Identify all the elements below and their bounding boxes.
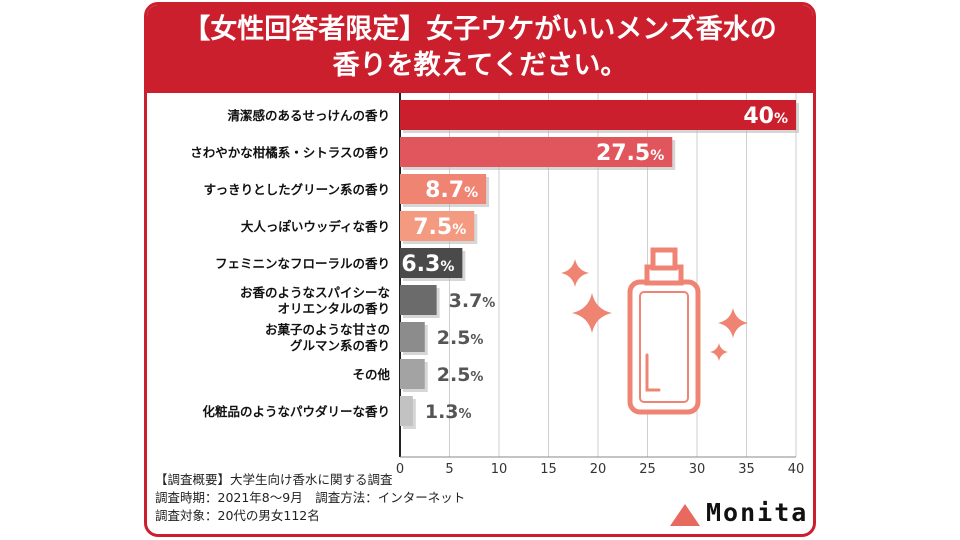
bar bbox=[400, 211, 475, 241]
category-label: フェミニンなフローラルの香り bbox=[215, 256, 390, 271]
category-label: その他 bbox=[352, 367, 390, 382]
sparkle-icon bbox=[572, 293, 612, 333]
x-tick-label: 35 bbox=[738, 462, 755, 475]
bars: 40% 27.5% 8.7% 7.5% 6.3% 3.7% 2.5% 2.5% 1.3% bbox=[400, 100, 799, 429]
category-label: お菓子のような甘さのグルマン系の香り bbox=[265, 322, 390, 353]
bar bbox=[400, 359, 425, 389]
bar-value-label: 2.5% bbox=[437, 364, 484, 386]
x-tick-label: 10 bbox=[491, 462, 508, 475]
sparkle-icon bbox=[561, 259, 589, 287]
category-label: 大人っぽいウッディな香り bbox=[241, 219, 390, 234]
survey-summary-line: 【調査概要】大学生向け香水に関する調査 bbox=[155, 472, 393, 487]
bar bbox=[400, 100, 796, 130]
x-axis-ticks: 0 5 10 15 20 25 30 35 40 bbox=[396, 462, 804, 475]
x-tick-label: 25 bbox=[639, 462, 656, 475]
brand-name: Monita bbox=[706, 498, 809, 527]
category-labels: 清潔感のあるせっけんの香りさわやかな柑橘系・シトラスの香りすっきりとしたグリーン… bbox=[190, 108, 390, 419]
category-label: お香のようなスパイシーなオリエンタルの香り bbox=[240, 285, 390, 316]
title-line-2: 香りを教えてください。 bbox=[332, 50, 628, 81]
survey-target-line: 調査対象：20代の男女112名 bbox=[155, 508, 320, 523]
x-tick-label: 30 bbox=[689, 462, 706, 475]
bar-value-label: 40% bbox=[743, 104, 788, 129]
x-tick-label: 5 bbox=[445, 462, 453, 475]
bar-value-label: 7.5% bbox=[413, 215, 466, 240]
bar-value-label: 3.7% bbox=[449, 290, 496, 312]
bar-value-label: 6.3% bbox=[401, 252, 454, 277]
bar-value-label: 1.3% bbox=[425, 401, 472, 423]
bar-value-label: 2.5% bbox=[437, 327, 484, 349]
sparkle-icon bbox=[718, 308, 748, 338]
bar bbox=[400, 174, 487, 204]
title-line-1: 【女性回答者限定】女子ウケがいいメンズ香水の bbox=[183, 14, 777, 45]
bar-value-label: 27.5% bbox=[596, 141, 664, 166]
bar bbox=[400, 248, 463, 278]
category-label: すっきりとしたグリーン系の香り bbox=[204, 182, 390, 197]
x-tick-label: 0 bbox=[396, 462, 404, 475]
bar-value-label: 8.7% bbox=[425, 178, 478, 203]
title-banner: 【女性回答者限定】女子ウケがいいメンズ香水の 香りを教えてください。 bbox=[147, 5, 813, 93]
x-tick-label: 15 bbox=[540, 462, 557, 475]
bar bbox=[400, 285, 437, 315]
x-tick-label: 40 bbox=[788, 462, 805, 475]
monita-logo-icon bbox=[670, 504, 700, 526]
survey-summary: 【調査概要】大学生向け香水に関する調査 調査時期：2021年8～9月 調査方法：… bbox=[155, 471, 465, 525]
x-tick-label: 20 bbox=[590, 462, 607, 475]
survey-period-line: 調査時期：2021年8～9月 調査方法：インターネット bbox=[155, 490, 466, 505]
bar bbox=[400, 137, 673, 167]
perfume-illustration bbox=[561, 247, 748, 415]
category-label: 化粧品のようなパウダリーな香り bbox=[202, 404, 390, 419]
bar bbox=[400, 396, 413, 426]
bar-chart: 40% 27.5% 8.7% 7.5% 6.3% 3.7% 2.5% 2.5% 1.3% 清潔感… bbox=[190, 93, 804, 475]
sparkle-icon bbox=[710, 343, 728, 361]
category-label: 清潔感のあるせっけんの香り bbox=[227, 108, 390, 123]
brand-logo: Monita bbox=[668, 498, 806, 528]
category-label: さわやかな柑橘系・シトラスの香り bbox=[190, 145, 390, 160]
bar bbox=[400, 322, 425, 352]
infographic-card: 【女性回答者限定】女子ウケがいいメンズ香水の 香りを教えてください。 40% 27… bbox=[144, 2, 816, 537]
